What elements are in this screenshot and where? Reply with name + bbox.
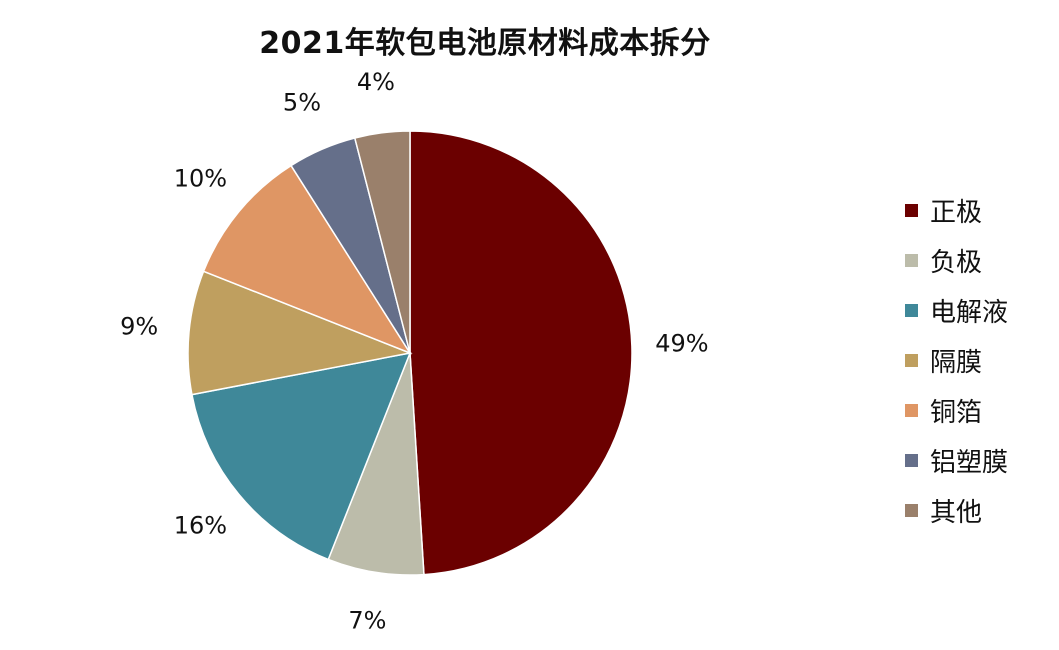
- pie-slice-3: [187, 270, 413, 396]
- pie-slice-label-4: 10%: [174, 165, 227, 193]
- chart-title: 2021年软包电池原材料成本拆分: [259, 26, 711, 61]
- pie-slice-label-1: 7%: [348, 607, 386, 635]
- legend-label: 隔膜: [930, 347, 983, 378]
- legend-item-5: 铝塑膜: [905, 435, 1008, 485]
- legend-label: 负极: [930, 247, 983, 278]
- pie-slice-label-0: 49%: [655, 329, 708, 357]
- pie-slice-label-5: 5%: [283, 88, 321, 116]
- legend-swatch: [905, 453, 918, 467]
- legend-swatch: [905, 403, 918, 417]
- pie-slice-2: [191, 352, 412, 561]
- legend-item-3: 隔膜: [905, 335, 1008, 385]
- legend-swatch: [905, 353, 918, 367]
- legend-item-4: 铜箔: [905, 385, 1008, 435]
- legend-label: 其他: [930, 497, 983, 528]
- legend-swatch: [905, 203, 918, 217]
- legend-swatch: [905, 503, 918, 517]
- legend-swatch: [905, 253, 918, 267]
- pie-slice-0: [409, 130, 633, 576]
- legend-item-0: 正极: [905, 185, 1008, 235]
- pie-slice-label-2: 16%: [174, 511, 227, 539]
- pie-slice-label-6: 4%: [357, 68, 395, 96]
- pie-slice-6: [353, 130, 411, 354]
- legend-item-1: 负极: [905, 235, 1008, 285]
- legend-item-2: 电解液: [905, 285, 1008, 335]
- pie-slice-label-3: 9%: [120, 312, 158, 340]
- legend-label: 电解液: [930, 297, 1009, 328]
- legend-label: 铜箔: [930, 397, 983, 428]
- legend-label: 正极: [930, 197, 983, 228]
- legend-swatch: [905, 303, 918, 317]
- chart-legend: 正极负极电解液隔膜铜箔铝塑膜其他: [905, 185, 1008, 535]
- pie-slice-4: [202, 164, 412, 355]
- legend-item-6: 其他: [905, 485, 1008, 535]
- legend-label: 铝塑膜: [930, 447, 1009, 478]
